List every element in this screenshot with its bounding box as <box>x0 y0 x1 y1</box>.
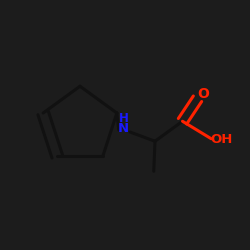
Text: H: H <box>119 112 129 125</box>
Text: N: N <box>118 122 129 135</box>
Text: OH: OH <box>210 133 233 146</box>
Text: O: O <box>197 87 209 101</box>
